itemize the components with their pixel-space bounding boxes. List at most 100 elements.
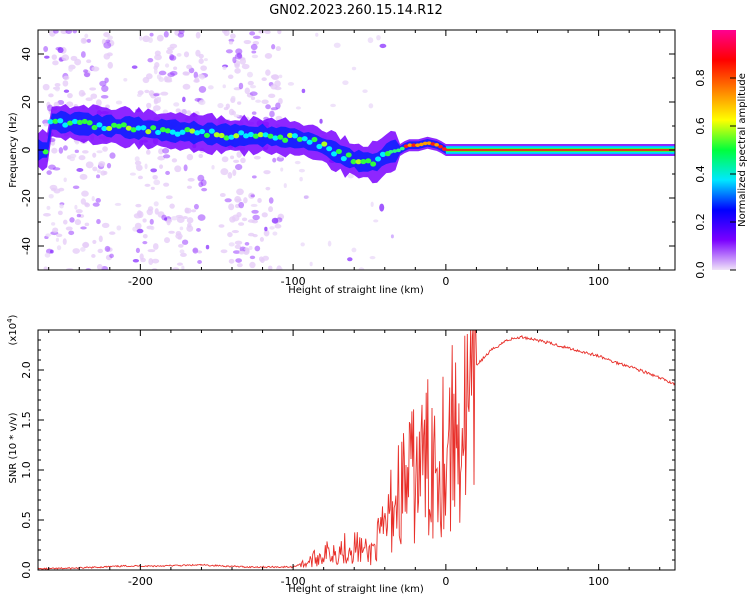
- spectrogram-speckle: [198, 58, 204, 65]
- spectrogram-speckle: [270, 74, 279, 80]
- spectrogram-speckle: [136, 93, 142, 98]
- spectrogram-speckle: [91, 66, 100, 72]
- spectrogram-speckle: [43, 46, 49, 52]
- spectrogram-speckle: [44, 55, 50, 59]
- snr-line-layer: [38, 330, 675, 570]
- spectrogram-speckle: [51, 147, 58, 154]
- spectrogram-speckle: [301, 88, 306, 94]
- spectrogram-ridge-point: [272, 135, 279, 141]
- spectrogram-speckle: [280, 167, 284, 172]
- spectrogram-speckle: [63, 145, 68, 151]
- spectrogram-speckle: [200, 65, 207, 71]
- spectrogram-ridge-point: [57, 118, 64, 124]
- spectrogram-speckle: [50, 249, 54, 254]
- spectrogram-ridge-point: [345, 152, 352, 158]
- spectrogram-speckle: [238, 82, 244, 90]
- spectrogram-ridge-point: [238, 130, 245, 136]
- spectrogram-speckle: [154, 208, 159, 215]
- spectrogram-speckle: [63, 219, 68, 225]
- spectrogram-speckle: [259, 237, 264, 242]
- spectrogram-speckle: [224, 198, 232, 203]
- spectrogram-speckle: [147, 37, 153, 43]
- spectrogram-speckle: [246, 71, 254, 78]
- spectrogram-speckle: [197, 214, 206, 221]
- spectrogram-speckle: [228, 242, 235, 247]
- spectrogram-speckle: [52, 167, 61, 171]
- spectrogram-speckle: [147, 57, 154, 63]
- spectrogram-speckle: [233, 159, 240, 163]
- spectrogram-speckle: [46, 170, 52, 175]
- spectrogram-speckle: [274, 223, 282, 229]
- spectrogram-y-tick-label: 20: [20, 95, 33, 109]
- spectrogram-speckle: [84, 222, 90, 227]
- spectrogram-speckle: [369, 256, 376, 260]
- spectrogram-speckle: [66, 101, 74, 108]
- spectrogram-speckle: [351, 247, 357, 253]
- snr-y-tick-label: 1.0: [20, 461, 33, 479]
- spectrogram-speckle: [104, 245, 111, 252]
- spectrogram-speckle: [82, 241, 89, 249]
- spectrogram-speckle: [240, 157, 246, 164]
- spectrogram-speckle: [250, 85, 257, 89]
- spectrogram-speckle: [158, 148, 164, 155]
- spectrogram-ridge-point: [434, 143, 440, 147]
- spectrogram-speckle: [62, 238, 67, 245]
- spectrogram-speckle: [283, 183, 287, 189]
- spectrogram-speckle: [58, 187, 65, 192]
- spectrogram-speckle: [83, 72, 91, 78]
- spectrogram-speckle: [268, 206, 274, 213]
- spectrogram-ridge-point: [301, 136, 308, 142]
- spectrogram-ridge-point: [86, 120, 93, 126]
- spectrogram-speckle: [298, 168, 305, 173]
- spectrogram-ridge-point: [388, 150, 394, 154]
- spectrogram-speckle: [59, 204, 64, 209]
- spectrogram-speckle: [166, 49, 173, 55]
- spectrogram-speckle: [182, 96, 186, 103]
- spectrogram-speckle: [81, 150, 89, 154]
- spectrogram-ridge-point: [282, 137, 289, 143]
- spectrogram-speckle: [197, 260, 202, 264]
- spectrogram-x-axis-label: Height of straight line (km): [288, 285, 424, 296]
- spectrogram-speckle: [182, 83, 191, 90]
- spectrogram-speckle: [171, 158, 178, 163]
- spectrogram-speckle: [244, 87, 251, 95]
- spectrogram-speckle: [230, 155, 235, 160]
- spectrogram-speckle: [131, 65, 138, 69]
- spectrogram-speckle: [63, 177, 67, 183]
- spectrogram-speckle: [156, 96, 162, 100]
- spectrogram-speckle: [149, 32, 154, 37]
- spectrogram-speckle: [186, 185, 193, 189]
- spectrogram-speckle: [169, 203, 175, 209]
- spectrogram-speckle: [132, 259, 140, 263]
- spectrogram-speckle: [225, 49, 233, 54]
- spectrogram-speckle: [154, 62, 160, 68]
- spectrogram-ridge-point: [203, 132, 210, 138]
- spectrogram-speckle: [146, 208, 153, 216]
- spectrogram-ridge-point: [145, 129, 152, 135]
- spectrogram-ridge-point: [296, 136, 303, 142]
- spectrogram-speckle: [165, 170, 170, 175]
- spectrogram-ridge-point: [135, 125, 142, 131]
- colorbar-tick-label: 0.8: [694, 69, 707, 87]
- spectrogram-speckle: [258, 30, 265, 34]
- spectrogram-speckle: [95, 99, 102, 107]
- spectrogram-speckle: [92, 152, 97, 158]
- spectrogram-speckle: [239, 246, 247, 252]
- spectrogram-tick-labels: -200 -100 0 100 40 20 0 -20 -40: [20, 47, 609, 288]
- spectrogram-speckle: [238, 222, 245, 226]
- spectrogram-speckle: [220, 249, 228, 254]
- spectrogram-speckle: [43, 123, 49, 127]
- spectrogram-speckle: [74, 219, 82, 226]
- spectrogram-speckle: [107, 35, 113, 40]
- spectrogram-speckle: [186, 64, 192, 70]
- spectrogram-speckle: [236, 151, 242, 158]
- spectrogram-speckle: [234, 244, 242, 249]
- spectrogram-speckle: [74, 204, 78, 210]
- spectrogram-speckle: [129, 172, 136, 176]
- spectrogram-speckle: [250, 203, 258, 207]
- spectrogram-speckle: [90, 93, 98, 99]
- spectrogram-speckle: [236, 212, 242, 218]
- spectrogram-speckle: [72, 30, 77, 34]
- spectrogram-speckle: [268, 265, 273, 270]
- spectrogram-ridge-point: [415, 143, 421, 147]
